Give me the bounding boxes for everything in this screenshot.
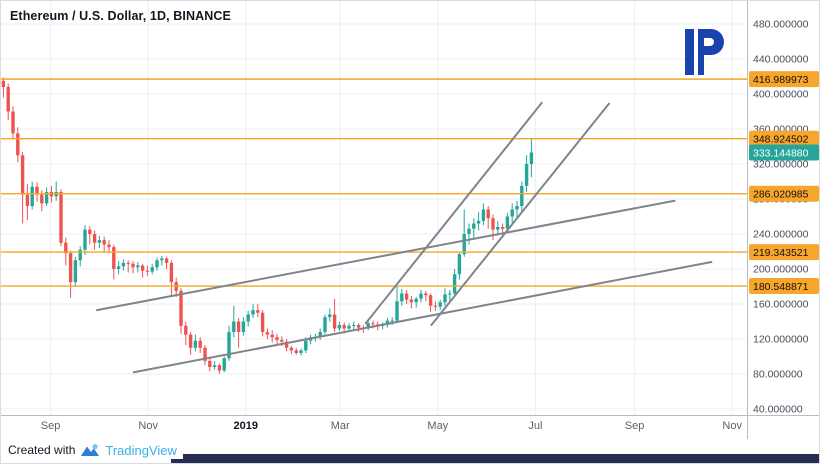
created-with-text: Created with	[8, 443, 76, 457]
time-tick-label: 2019	[234, 420, 258, 432]
level-price-label: 180.548871	[749, 278, 819, 295]
price-tick-label: 440.000000	[753, 54, 809, 66]
price-tick-label: 320.000000	[753, 159, 809, 171]
svg-text:416.989973: 416.989973	[753, 74, 809, 86]
time-tick-label: May	[427, 420, 448, 432]
footer: Created with TradingView	[8, 441, 183, 459]
candles	[1, 77, 534, 374]
svg-text:333.144880: 333.144880	[753, 147, 809, 159]
price-tick-label: 120.000000	[753, 334, 809, 346]
svg-text:180.548871: 180.548871	[753, 281, 809, 293]
chart-title: Ethereum / U.S. Dollar, 1D, BINANCE	[10, 9, 231, 23]
trendline	[96, 199, 676, 312]
time-axis[interactable]: Sep Nov 2019 Mar May Jul Sep Nov	[41, 420, 743, 432]
price-chart[interactable]: 480.000000440.000000400.000000360.000000…	[1, 1, 820, 439]
price-tick-label: 400.000000	[753, 89, 809, 101]
trendline	[430, 102, 610, 326]
tradingview-logo-icon[interactable]	[80, 443, 100, 457]
price-tick-label: 40.000000	[753, 404, 803, 416]
time-tick-label: Nov	[138, 420, 158, 432]
time-tick-label: Mar	[331, 420, 350, 432]
price-tick-label: 480.000000	[753, 19, 809, 31]
grid	[1, 1, 747, 415]
time-tick-label: Sep	[625, 420, 645, 432]
svg-text:348.924502: 348.924502	[753, 134, 809, 146]
publisher-logo-icon	[685, 29, 724, 75]
time-tick-label: Nov	[722, 420, 742, 432]
price-tick-label: 80.000000	[753, 369, 803, 381]
level-price-label: 286.020985	[749, 185, 819, 202]
level-price-label: 219.343521	[749, 244, 819, 261]
tradingview-wordmark[interactable]: TradingView	[105, 442, 177, 458]
publisher-logo	[684, 28, 724, 81]
price-tick-label: 200.000000	[753, 264, 809, 276]
last-price-label: 333.144880	[749, 144, 819, 161]
horizontal-levels[interactable]	[1, 78, 747, 287]
trendline	[132, 261, 713, 374]
svg-text:219.343521: 219.343521	[753, 247, 809, 259]
level-price-label: 348.924502	[749, 130, 819, 147]
price-tick-label: 160.000000	[753, 299, 809, 311]
time-tick-label: Jul	[528, 420, 542, 432]
time-tick-label: Sep	[41, 420, 61, 432]
trendlines[interactable]	[96, 101, 713, 374]
trendline	[364, 101, 543, 325]
bottom-bar	[171, 454, 819, 463]
level-price-label: 416.989973	[749, 71, 819, 88]
price-tick-label: 240.000000	[753, 229, 809, 241]
svg-text:286.020985: 286.020985	[753, 189, 809, 201]
